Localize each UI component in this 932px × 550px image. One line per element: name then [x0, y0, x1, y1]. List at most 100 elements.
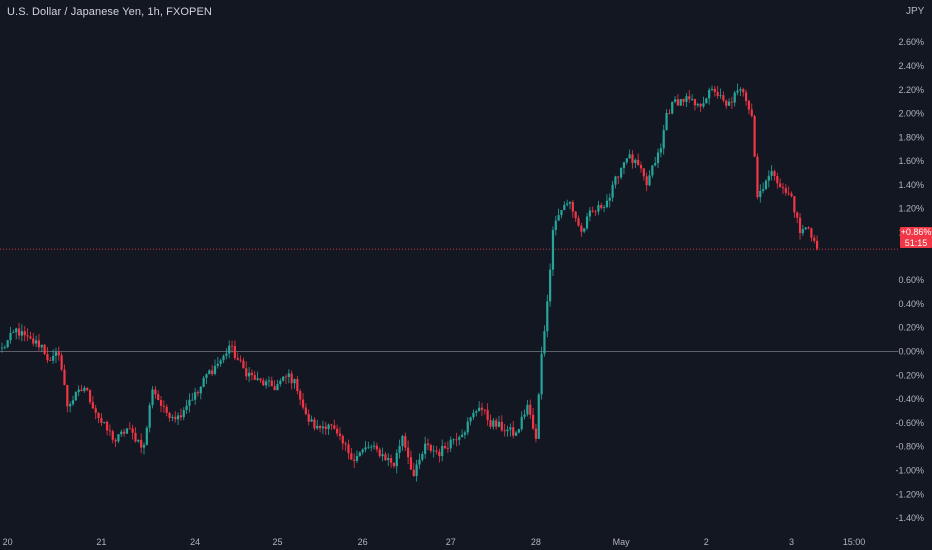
candle[interactable]	[57, 346, 60, 361]
candle[interactable]	[478, 401, 481, 412]
candle[interactable]	[137, 439, 140, 444]
candle[interactable]	[458, 435, 461, 446]
candle[interactable]	[554, 215, 557, 236]
candle[interactable]	[404, 432, 407, 452]
candle[interactable]	[617, 176, 620, 185]
candle[interactable]	[441, 439, 444, 462]
candle[interactable]	[256, 371, 259, 381]
candle[interactable]	[514, 430, 518, 437]
candle[interactable]	[375, 442, 378, 453]
candle[interactable]	[625, 158, 628, 165]
candle[interactable]	[421, 451, 424, 462]
candle[interactable]	[162, 400, 165, 413]
candle[interactable]	[568, 201, 572, 210]
candle[interactable]	[3, 345, 6, 350]
candle[interactable]	[208, 369, 211, 375]
candle[interactable]	[88, 389, 92, 405]
candle[interactable]	[279, 378, 282, 387]
candle[interactable]	[529, 399, 532, 420]
candle[interactable]	[307, 409, 310, 426]
candle[interactable]	[154, 386, 157, 399]
candle[interactable]	[34, 335, 38, 348]
candle[interactable]	[165, 404, 168, 417]
candle[interactable]	[762, 182, 765, 194]
candle[interactable]	[284, 374, 288, 384]
candle[interactable]	[361, 448, 364, 455]
candle[interactable]	[287, 369, 290, 384]
candle[interactable]	[739, 87, 742, 96]
candle[interactable]	[338, 427, 342, 441]
candle[interactable]	[691, 94, 694, 101]
candle[interactable]	[688, 90, 691, 103]
candle[interactable]	[29, 331, 32, 340]
candle[interactable]	[597, 200, 600, 216]
candle[interactable]	[267, 376, 271, 388]
candle[interactable]	[767, 170, 770, 188]
candle[interactable]	[634, 158, 637, 169]
candle[interactable]	[341, 434, 344, 450]
candle[interactable]	[145, 425, 148, 446]
candle[interactable]	[134, 427, 137, 443]
candle[interactable]	[773, 169, 776, 181]
candle[interactable]	[23, 326, 26, 342]
candle[interactable]	[531, 408, 535, 431]
candle[interactable]	[497, 415, 501, 428]
candle[interactable]	[574, 210, 577, 223]
candle[interactable]	[103, 421, 106, 424]
candle[interactable]	[591, 206, 594, 213]
candle[interactable]	[577, 215, 580, 227]
candle[interactable]	[779, 178, 782, 188]
candle[interactable]	[216, 357, 219, 369]
candle[interactable]	[239, 355, 242, 363]
candle[interactable]	[611, 180, 614, 202]
candle[interactable]	[86, 387, 89, 392]
candle[interactable]	[804, 227, 807, 231]
candle[interactable]	[270, 376, 273, 387]
candle[interactable]	[725, 99, 728, 109]
candle[interactable]	[651, 164, 654, 178]
candle[interactable]	[247, 367, 251, 383]
candle[interactable]	[395, 449, 398, 474]
candle[interactable]	[299, 388, 302, 406]
candle[interactable]	[188, 393, 191, 413]
candle[interactable]	[233, 340, 236, 361]
candle[interactable]	[659, 143, 662, 158]
candle[interactable]	[517, 428, 520, 434]
candle[interactable]	[486, 403, 489, 426]
candle[interactable]	[435, 445, 438, 455]
candle[interactable]	[276, 379, 279, 391]
candle[interactable]	[708, 87, 711, 105]
candle[interactable]	[500, 415, 503, 432]
candle[interactable]	[111, 429, 114, 444]
candle[interactable]	[282, 376, 285, 382]
candle[interactable]	[105, 420, 109, 436]
candle[interactable]	[120, 429, 123, 437]
candle[interactable]	[412, 462, 415, 477]
candle[interactable]	[424, 436, 427, 459]
candle[interactable]	[733, 90, 736, 107]
candle[interactable]	[475, 409, 478, 417]
candle[interactable]	[466, 417, 469, 436]
candle[interactable]	[157, 390, 160, 401]
candle[interactable]	[639, 161, 643, 173]
candle[interactable]	[719, 88, 722, 99]
candle[interactable]	[100, 413, 103, 426]
candle[interactable]	[727, 98, 731, 107]
candle[interactable]	[77, 385, 80, 397]
candle[interactable]	[83, 385, 86, 393]
candle[interactable]	[123, 428, 126, 437]
candle[interactable]	[301, 393, 305, 410]
candle[interactable]	[506, 425, 509, 437]
candle[interactable]	[370, 444, 373, 452]
candle[interactable]	[398, 439, 401, 459]
candle[interactable]	[91, 396, 94, 410]
candle[interactable]	[469, 416, 472, 426]
candle[interactable]	[71, 395, 75, 407]
candle[interactable]	[318, 424, 322, 433]
candle[interactable]	[798, 212, 802, 240]
candle[interactable]	[747, 99, 751, 115]
candle[interactable]	[608, 193, 611, 208]
candle[interactable]	[744, 89, 748, 106]
candle[interactable]	[483, 409, 486, 415]
candle[interactable]	[17, 322, 21, 340]
